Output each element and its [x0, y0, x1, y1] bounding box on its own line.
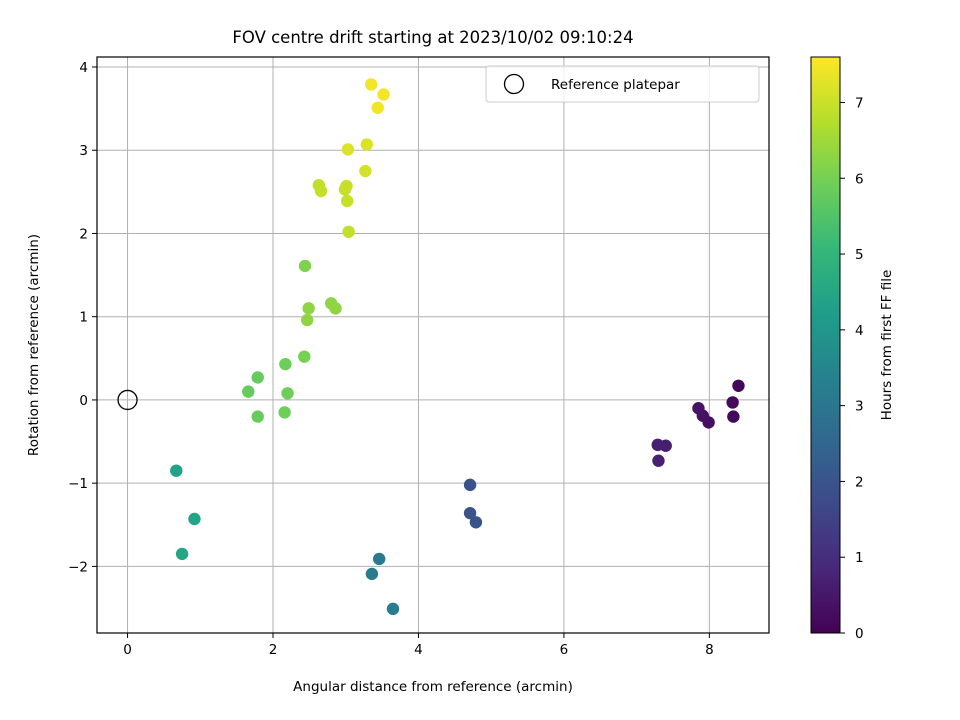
data-point	[242, 385, 255, 398]
data-point	[726, 396, 739, 409]
data-point	[651, 438, 664, 452]
colorbar-tick-label: 6	[855, 171, 864, 187]
x-tick-label: 4	[414, 642, 423, 658]
y-axis-ticks: −2 −1 0 1 2 3 4	[68, 60, 97, 575]
data-point	[732, 379, 745, 392]
reference-marker	[117, 389, 138, 411]
x-axis-ticks: 0 2 4 6 8	[123, 633, 714, 658]
legend: Reference platepar	[485, 65, 760, 103]
data-point	[188, 512, 201, 526]
y-tick-label: −2	[68, 559, 88, 575]
data-point	[469, 516, 483, 529]
legend-label-reference-platepar: Reference platepar	[551, 77, 680, 93]
data-point	[386, 602, 400, 616]
data-point	[692, 402, 705, 415]
data-point	[251, 410, 264, 423]
colorbar-tick-label: 2	[855, 474, 864, 490]
y-tick-label: 3	[79, 143, 88, 159]
colorbar	[810, 56, 841, 634]
colorbar-ticks: 0 1 2 3 4 5 6 7	[840, 95, 864, 642]
data-point	[278, 406, 291, 419]
legend-open-circle-icon	[503, 73, 525, 95]
data-point	[170, 464, 183, 477]
data-point	[329, 302, 342, 315]
reference-platepar-marker	[117, 389, 138, 411]
y-tick-label: −1	[68, 476, 88, 492]
data-point	[279, 357, 292, 371]
data-point	[377, 88, 390, 101]
data-points	[170, 78, 745, 616]
data-point	[338, 183, 352, 196]
grid	[97, 57, 769, 633]
colorbar-tick-label: 3	[855, 399, 864, 415]
data-point	[340, 194, 354, 208]
data-point	[302, 302, 315, 315]
y-tick-label: 1	[79, 310, 88, 326]
colorbar-label: Hours from first FF file	[879, 270, 895, 421]
x-tick-label: 2	[269, 642, 278, 658]
data-point	[314, 184, 328, 198]
data-point	[359, 164, 372, 178]
data-point	[463, 506, 477, 520]
data-point	[371, 101, 384, 114]
data-point	[360, 138, 374, 151]
data-point	[341, 143, 355, 156]
chart-title: FOV centre drift starting at 2023/10/02 …	[232, 28, 633, 47]
data-point	[300, 313, 314, 327]
data-point	[281, 387, 294, 400]
data-point	[463, 478, 477, 492]
x-tick-label: 0	[123, 642, 132, 658]
data-point	[365, 567, 379, 581]
data-point	[372, 552, 386, 566]
y-axis-label: Rotation from reference (arcmin)	[26, 234, 42, 456]
data-point	[342, 225, 355, 238]
colorbar-tick-label: 4	[855, 323, 864, 339]
data-point	[727, 410, 740, 423]
colorbar-tick-label: 1	[855, 550, 864, 566]
x-axis-label: Angular distance from reference (arcmin)	[293, 679, 573, 695]
y-tick-label: 0	[79, 393, 88, 409]
data-point	[298, 259, 312, 273]
legend-box	[485, 65, 760, 103]
data-point	[364, 78, 378, 91]
data-point	[251, 371, 264, 384]
y-tick-label: 2	[79, 226, 88, 242]
colorbar-tick-label: 5	[855, 247, 864, 263]
data-point	[652, 454, 665, 467]
colorbar-tick-label: 7	[855, 95, 864, 111]
colorbar-tick-label: 0	[855, 626, 864, 642]
y-tick-label: 4	[79, 60, 88, 76]
data-point	[298, 350, 311, 363]
data-point	[175, 547, 189, 561]
plot-frame	[96, 56, 770, 634]
x-tick-label: 6	[560, 642, 569, 658]
x-tick-label: 8	[705, 642, 714, 658]
